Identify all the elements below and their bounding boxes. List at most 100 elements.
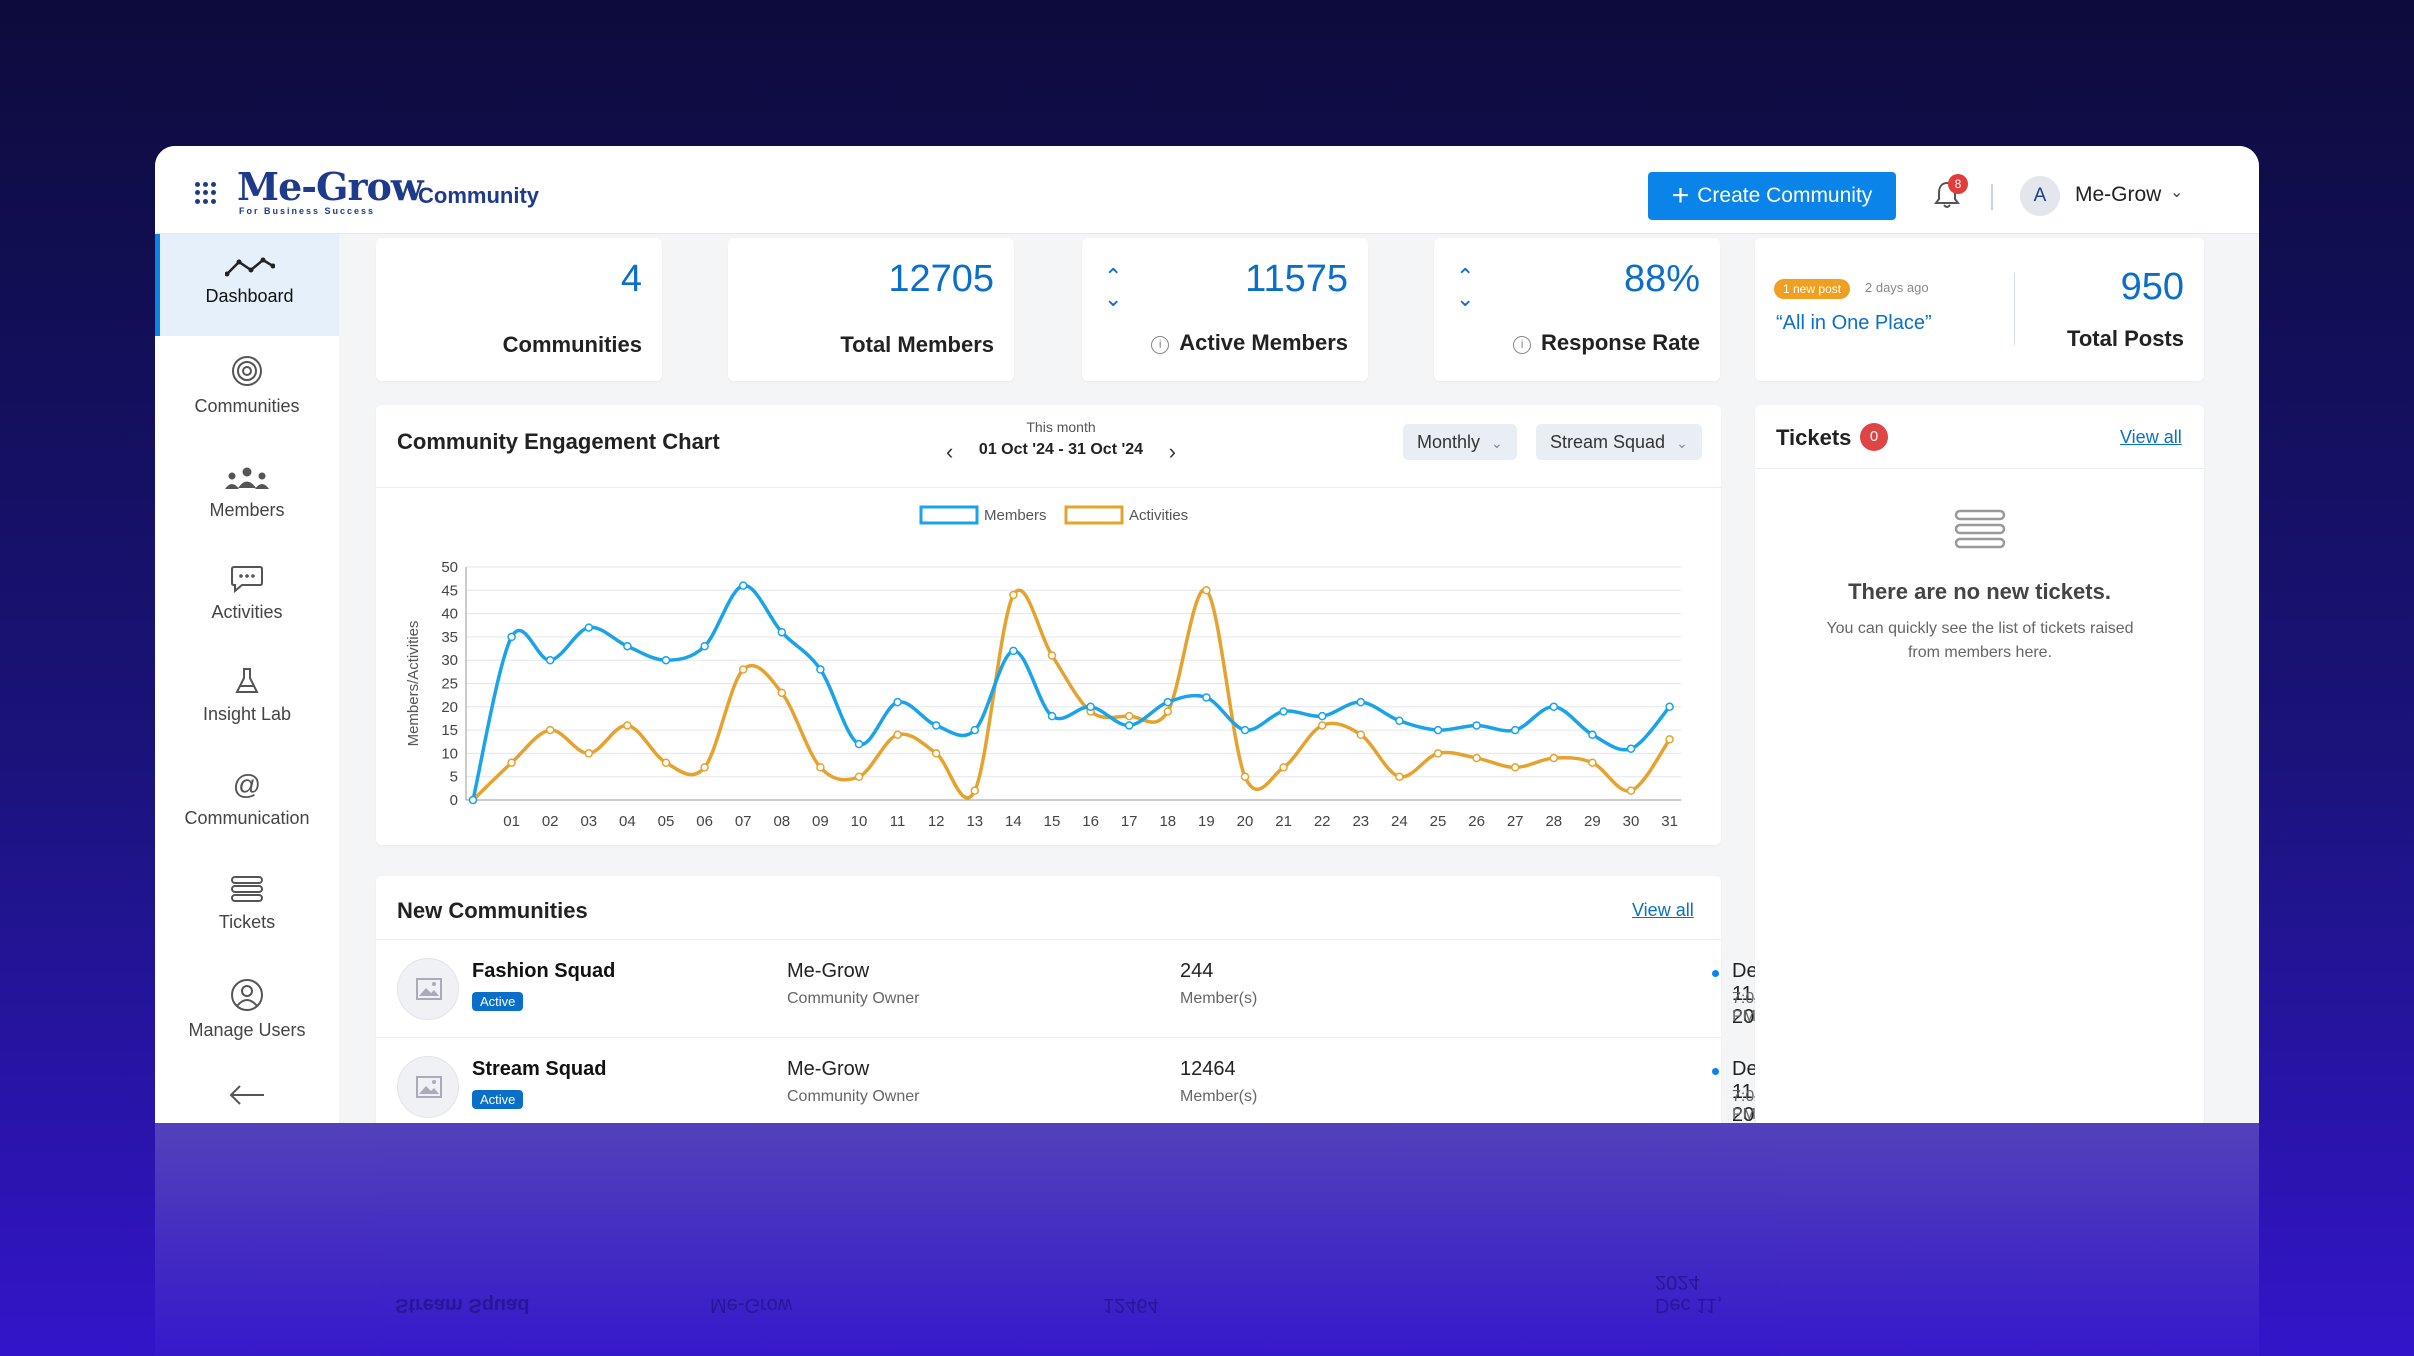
chevron-down-icon[interactable]: ⌄ [2170, 184, 2184, 201]
sidebar-item-label: Insight Lab [202, 704, 292, 724]
logo-name: Me-Grow [237, 164, 424, 209]
data-point [1626, 744, 1636, 753]
info-icon[interactable]: i [1513, 336, 1532, 354]
data-point [1395, 716, 1404, 726]
info-icon[interactable]: i [1151, 336, 1170, 354]
data-point [584, 623, 594, 632]
sidebar-item-insight-lab[interactable]: Insight Lab [155, 666, 339, 725]
sidebar-item-tickets[interactable]: Tickets [155, 874, 339, 933]
series-line-members [471, 583, 1671, 801]
y-tick-label: 20 [441, 699, 458, 716]
community-name[interactable]: Fashion Squad [472, 960, 616, 982]
collapse-sidebar-button[interactable] [155, 1084, 339, 1114]
post-title-link[interactable]: “All in One Place” [1776, 312, 1932, 334]
y-tick-label: 5 [450, 769, 458, 786]
y-tick-label: 50 [441, 559, 458, 576]
status-badge: Active [472, 1090, 524, 1109]
granularity-select[interactable]: Monthly ⌄ [1403, 424, 1517, 460]
data-point [584, 749, 594, 758]
chevron-down-icon: ⌄ [1676, 435, 1688, 451]
table-row[interactable]: Stream Squad Active Me-Grow Community Ow… [376, 1037, 1777, 1123]
chevron-left-icon[interactable]: ‹ [946, 439, 954, 464]
avatar[interactable]: A [2020, 176, 2060, 216]
image-placeholder-icon [416, 978, 442, 1000]
arrow-left-icon [229, 1085, 264, 1105]
table-row[interactable]: Fashion Squad Active Me-Grow Community O… [376, 939, 1777, 1037]
stat-label: Total Members [840, 332, 994, 357]
data-point [816, 763, 825, 772]
data-point [468, 795, 478, 805]
apps-grid-icon[interactable] [195, 182, 217, 204]
sidebar-item-label: Tickets [218, 912, 276, 932]
data-point [854, 739, 864, 749]
sidebar-item-activities[interactable]: Activities [155, 564, 339, 623]
x-tick-label: 13 [966, 813, 983, 830]
new-communities-card: New Communities View all Fashion Squad A… [376, 876, 1777, 1123]
chevron-right-icon[interactable]: › [1168, 439, 1176, 464]
chart-divider [376, 487, 1721, 488]
stat-label-wrap: i Active Members [1151, 330, 1348, 356]
data-point [1124, 711, 1134, 721]
reflection-text: Me-Grow [710, 1294, 793, 1316]
tickets-count-badge: 0 [1860, 423, 1888, 451]
flask-icon [235, 668, 259, 693]
sidebar-item-communities[interactable]: Communities [155, 354, 339, 417]
x-tick-label: 28 [1545, 813, 1562, 830]
data-point [738, 581, 748, 590]
communities-icon [232, 356, 262, 386]
sidebar-item-members[interactable]: Members [155, 466, 339, 521]
data-point [623, 721, 632, 730]
sidebar-item-communication[interactable]: @ Communication [155, 770, 339, 829]
x-tick-label: 18 [1159, 813, 1176, 830]
activities-icon [231, 566, 263, 594]
x-tick-label: 17 [1121, 813, 1138, 830]
data-point [1009, 590, 1018, 600]
sidebar: Dashboard Communities Members Activiti [155, 234, 339, 1123]
top-header: Me-Grow For Business Success Community +… [155, 146, 2259, 234]
empty-state-title: There are no new tickets. [1848, 579, 2111, 604]
dashboard-icon [224, 257, 275, 277]
data-point [1549, 753, 1559, 763]
data-point [1665, 702, 1674, 712]
x-tick-label: 11 [890, 813, 906, 830]
sidebar-item-label: Members [209, 500, 285, 520]
y-tick-label: 40 [441, 606, 458, 623]
view-all-communities-link[interactable]: View all [1632, 900, 1694, 920]
reflection-row: Fashion Squad Me-Grow 244 Dec 11, 2024 [395, 1324, 1755, 1356]
data-point [970, 786, 980, 795]
sort-arrows-icon[interactable]: ⌃ ⌄ [1456, 264, 1475, 311]
data-point [545, 725, 555, 735]
community-filter-select[interactable]: Stream Squad ⌄ [1536, 424, 1702, 460]
empty-state-description: You can quickly see the list of tickets … [1826, 620, 2134, 661]
data-point [1279, 707, 1288, 716]
stat-value: 4 [620, 258, 642, 300]
logo-tagline: For Business Success [239, 206, 376, 216]
stat-label: Response Rate [1541, 330, 1700, 355]
tickets-card: Tickets 0 View all There are no new tick… [1755, 405, 2204, 1123]
sidebar-item-dashboard[interactable]: Dashboard [155, 234, 339, 336]
window-reflection: Stream Squad Me-Grow 12464 Dec 11, 2024 … [155, 1123, 2259, 1356]
plus-icon: + [1671, 179, 1690, 212]
data-point [545, 655, 555, 665]
data-point [661, 758, 671, 767]
user-name[interactable]: Me-Grow [2075, 183, 2162, 206]
data-point [1356, 697, 1366, 707]
create-community-button[interactable]: + Create Community [1648, 172, 1896, 220]
reflection-text: Dec 11, 2024 [1655, 1271, 1723, 1316]
data-point [1163, 707, 1173, 716]
view-all-tickets-link[interactable]: View all [2120, 427, 2182, 447]
logo[interactable]: Me-Grow For Business Success [237, 164, 424, 217]
x-tick-label: 26 [1468, 813, 1485, 830]
y-tick-label: 25 [441, 676, 458, 693]
sidebar-item-manage-users[interactable]: Manage Users [155, 978, 339, 1041]
x-tick-label: 08 [773, 813, 790, 830]
stat-card-communities: 4 Communities [376, 238, 662, 381]
x-tick-label: 29 [1584, 813, 1601, 830]
status-badge: Active [472, 992, 524, 1011]
data-point [700, 641, 709, 651]
total-posts-value: 950 [2120, 266, 2184, 308]
post-timestamp: 2 days ago [1865, 280, 1929, 295]
tickets-divider [1755, 468, 2204, 469]
sort-arrows-icon[interactable]: ⌃ ⌄ [1104, 264, 1123, 311]
community-name[interactable]: Stream Squad [472, 1058, 607, 1080]
